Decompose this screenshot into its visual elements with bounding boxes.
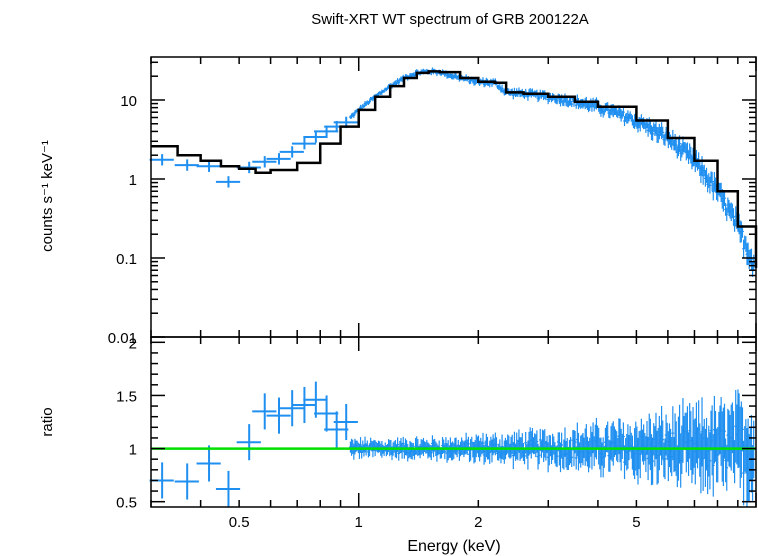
ratio-y-tick-label: 0.5 (116, 495, 137, 512)
x-axis-label: Energy (keV) (407, 538, 500, 555)
ratio-panel-frame (150, 336, 757, 508)
spectrum-model-series (151, 70, 758, 268)
spectrum-y-tick-label: 0.01 (108, 330, 137, 347)
ratio-y-tick-label: 1 (129, 442, 137, 459)
spectrum-y-tick-label: 10 (120, 93, 137, 110)
spectrum-y-tick-label: 0.1 (116, 251, 137, 268)
x-tick-label: 1 (355, 514, 363, 531)
spectrum-y-tick-label: 1 (129, 172, 137, 189)
axis-ticks (150, 57, 757, 507)
ratio-data-series (149, 381, 756, 507)
ratio-y-label: ratio (39, 407, 56, 436)
chart-title: Swift-XRT WT spectrum of GRB 200122A (311, 11, 589, 28)
x-tick-label: 0.5 (229, 514, 250, 531)
ratio-y-tick-label: 2 (129, 335, 137, 352)
x-tick-label: 2 (474, 514, 482, 531)
x-tick-label: 5 (632, 514, 640, 531)
spectrum-data-series (149, 67, 756, 277)
spectrum-panel-frame (150, 56, 757, 338)
model-curve (151, 70, 758, 268)
ratio-y-tick-label: 1.5 (116, 388, 137, 405)
spectrum-y-label: counts s⁻¹ keV⁻¹ (39, 140, 56, 252)
